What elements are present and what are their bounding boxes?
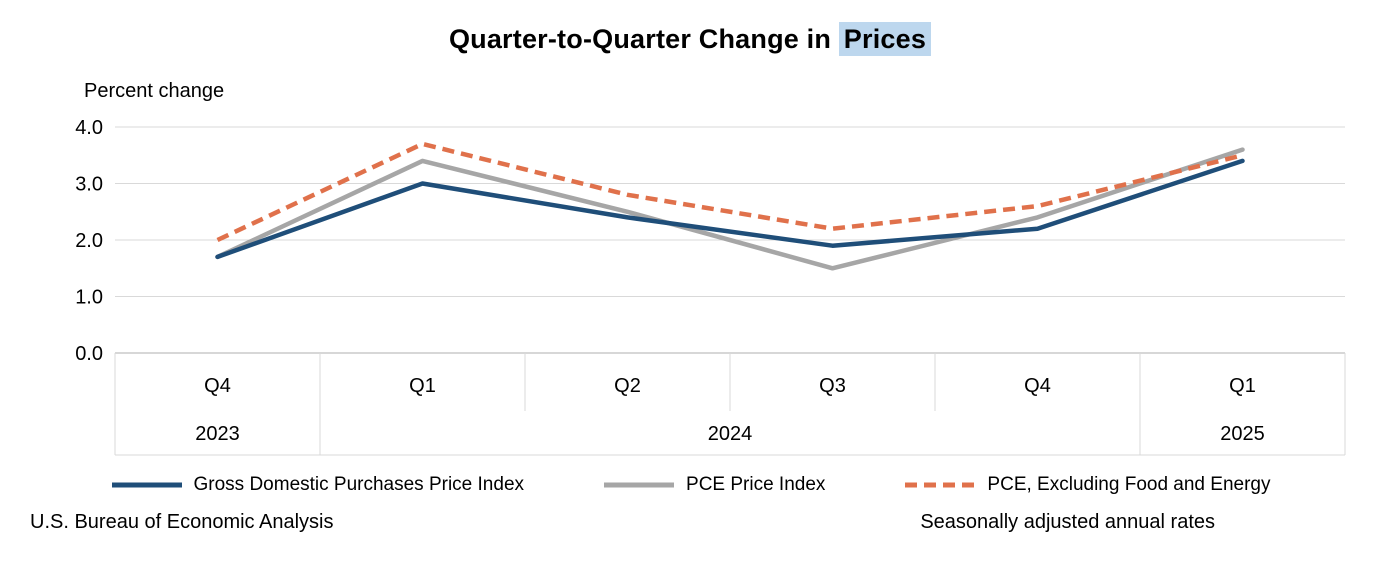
quarter-label: Q1 [1229, 375, 1256, 397]
plot-area: 0.0 1.0 2.0 3.0 4.0 Q4 Q1 Q2 Q3 Q4 Q1 2023 2024 2025 [75, 117, 1346, 456]
adjustment-note: Seasonally adjusted annual rates [920, 511, 1215, 533]
legend-label: PCE, Excluding Food and Energy [987, 474, 1271, 495]
y-tick-label: 3.0 [75, 174, 103, 196]
y-axis-title: Percent change [84, 80, 225, 102]
legend-label: Gross Domestic Purchases Price Index [193, 474, 525, 495]
series-line-1 [215, 147, 1245, 271]
y-tick-label: 1.0 [75, 287, 103, 309]
legend-swatch-blue-solid-line [111, 482, 182, 488]
legend-item-pce-price-index: PCE Price Index [602, 474, 825, 496]
legend-item-gdp-purchases-price-index: Gross Domestic Purchases Price Index [110, 474, 525, 496]
y-tick-label: 2.0 [75, 230, 103, 252]
quarter-label: Q1 [409, 375, 436, 397]
year-label: 2025 [1220, 423, 1265, 445]
series-line-2 [216, 141, 1244, 243]
year-label: 2024 [708, 423, 753, 445]
quarter-label: Q4 [1024, 375, 1051, 397]
series-line-0 [215, 158, 1245, 260]
legend-swatch-gray-solid-line [604, 482, 675, 488]
quarter-label: Q4 [204, 375, 231, 397]
y-tick-label: 4.0 [75, 117, 103, 139]
legend-label: PCE Price Index [686, 474, 826, 495]
chart-title: Quarter-to-Quarter Change in Prices [0, 22, 1380, 56]
y-tick-label: 0.0 [75, 343, 103, 365]
year-label: 2023 [195, 423, 240, 445]
legend-swatch-orange-dashed-line [905, 482, 976, 488]
chart-title-highlight: Prices [838, 22, 932, 56]
chart-title-text: Quarter-to-Quarter Change in [448, 24, 839, 54]
legend-item-pce-excluding-food-energy: PCE, Excluding Food and Energy [903, 474, 1270, 496]
quarter-label: Q2 [614, 375, 641, 397]
source-note: U.S. Bureau of Economic Analysis [30, 511, 334, 533]
legend: Gross Domestic Purchases Price Index PCE… [0, 474, 1380, 496]
quarter-label: Q3 [819, 375, 846, 397]
